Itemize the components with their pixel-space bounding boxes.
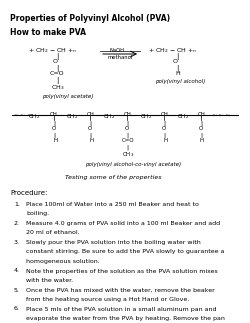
Text: H: H <box>163 138 167 143</box>
Text: $-$: $-$ <box>155 112 161 117</box>
Text: $-$: $-$ <box>81 112 87 117</box>
Text: Note the properties of the solution as the PVA solution mixes: Note the properties of the solution as t… <box>26 268 218 274</box>
Text: CH$_2$: CH$_2$ <box>177 112 189 121</box>
Text: |: | <box>126 144 128 150</box>
Text: O: O <box>53 59 58 64</box>
Text: |: | <box>56 77 58 84</box>
Text: evaporate the water from the PVA by heating. Remove the pan: evaporate the water from the PVA by heat… <box>26 316 225 321</box>
Text: CH$_2$: CH$_2$ <box>28 112 40 121</box>
Text: CH$_3$: CH$_3$ <box>122 150 134 159</box>
Text: CH: CH <box>87 112 95 117</box>
Text: constant stirring. Be sure to add the PVA slowly to guarantee a: constant stirring. Be sure to add the PV… <box>26 249 224 255</box>
Text: $-$: $-$ <box>171 112 177 117</box>
Text: O: O <box>52 126 56 131</box>
Text: Once the PVA has mixed with the water, remove the beaker: Once the PVA has mixed with the water, r… <box>26 287 215 293</box>
Text: Slowly pour the PVA solution into the boiling water with: Slowly pour the PVA solution into the bo… <box>26 240 201 245</box>
Text: from the heating source using a Hot Hand or Glove.: from the heating source using a Hot Hand… <box>26 297 189 302</box>
Text: O: O <box>173 59 178 64</box>
Text: poly(vinyl acetate): poly(vinyl acetate) <box>42 94 94 99</box>
Text: 1.: 1. <box>14 202 20 207</box>
Text: O: O <box>162 126 166 131</box>
Text: Place 100ml of Water into a 250 ml Beaker and heat to: Place 100ml of Water into a 250 ml Beake… <box>26 202 199 207</box>
Text: CH: CH <box>198 112 206 117</box>
Text: How to make PVA: How to make PVA <box>10 28 86 37</box>
Text: CH: CH <box>124 112 132 117</box>
Text: $-$: $-$ <box>97 112 103 117</box>
Text: |: | <box>53 120 55 126</box>
Text: CH$_2$: CH$_2$ <box>103 112 115 121</box>
Text: CH$_2$: CH$_2$ <box>66 112 78 121</box>
Text: |: | <box>200 132 202 138</box>
Text: Procedure:: Procedure: <box>10 190 48 196</box>
Text: CH$_3$: CH$_3$ <box>51 83 64 92</box>
Text: |: | <box>163 120 165 126</box>
Text: H: H <box>200 138 204 143</box>
Text: with the water.: with the water. <box>26 278 73 283</box>
Text: O: O <box>125 126 129 131</box>
Text: H: H <box>175 71 180 76</box>
Text: |: | <box>126 132 128 138</box>
Text: Measure 4.0 grams of PVA solid into a 100 ml Beaker and add: Measure 4.0 grams of PVA solid into a 10… <box>26 221 220 226</box>
Text: boiling.: boiling. <box>26 212 49 216</box>
Text: Properties of Polyvinyl Alcohol (PVA): Properties of Polyvinyl Alcohol (PVA) <box>10 14 170 23</box>
Text: |: | <box>89 132 91 138</box>
Text: $-$: $-$ <box>43 112 49 117</box>
Text: $-$: $-$ <box>118 112 124 117</box>
Text: poly(vinyl alcohol): poly(vinyl alcohol) <box>155 79 205 84</box>
Text: |: | <box>89 120 91 126</box>
Text: $-$: $-$ <box>192 112 198 117</box>
Text: $-$: $-$ <box>135 112 141 117</box>
Text: Place 5 mls of the PVA solution in a small aluminum pan and: Place 5 mls of the PVA solution in a sma… <box>26 307 216 311</box>
Text: poly(vinyl alcohol-co-vinyl acetate): poly(vinyl alcohol-co-vinyl acetate) <box>85 162 181 167</box>
Text: Testing some of the properties: Testing some of the properties <box>65 175 162 180</box>
Text: CH$_2$: CH$_2$ <box>140 112 152 121</box>
Text: |: | <box>200 120 202 126</box>
Text: |: | <box>53 132 55 138</box>
Text: $+$ CH$_2$ $-$ CH $+_n$: $+$ CH$_2$ $-$ CH $+_n$ <box>148 46 197 55</box>
Text: O: O <box>88 126 92 131</box>
Text: |: | <box>176 53 178 60</box>
Text: CH: CH <box>50 112 58 117</box>
Text: CH: CH <box>161 112 169 117</box>
Text: $\sim\!\sim\!\sim$: $\sim\!\sim\!\sim$ <box>12 112 33 117</box>
Text: $+$ CH$_2$ $-$ CH $+_n$: $+$ CH$_2$ $-$ CH $+_n$ <box>28 46 77 55</box>
Text: 2.: 2. <box>14 221 20 226</box>
Text: homogeneous solution.: homogeneous solution. <box>26 259 100 264</box>
Text: $-$: $-$ <box>60 112 66 117</box>
Text: methanol: methanol <box>108 55 133 60</box>
Text: |: | <box>56 65 58 72</box>
Text: 5.: 5. <box>14 287 20 293</box>
Text: 3.: 3. <box>14 240 20 245</box>
Text: $\sim\!\sim\!\sim$: $\sim\!\sim\!\sim$ <box>210 112 231 117</box>
Text: H: H <box>89 138 93 143</box>
Text: NaOH: NaOH <box>110 48 125 53</box>
Text: 20 ml of ethanol.: 20 ml of ethanol. <box>26 231 80 235</box>
Text: |: | <box>56 53 58 60</box>
Text: H: H <box>53 138 57 143</box>
Text: C=O: C=O <box>122 138 134 143</box>
Text: |: | <box>126 120 128 126</box>
Text: 4.: 4. <box>14 268 20 274</box>
Text: 6.: 6. <box>14 307 20 311</box>
Text: O: O <box>199 126 203 131</box>
Text: C=O: C=O <box>50 71 64 76</box>
Text: |: | <box>176 65 178 72</box>
Text: |: | <box>163 132 165 138</box>
